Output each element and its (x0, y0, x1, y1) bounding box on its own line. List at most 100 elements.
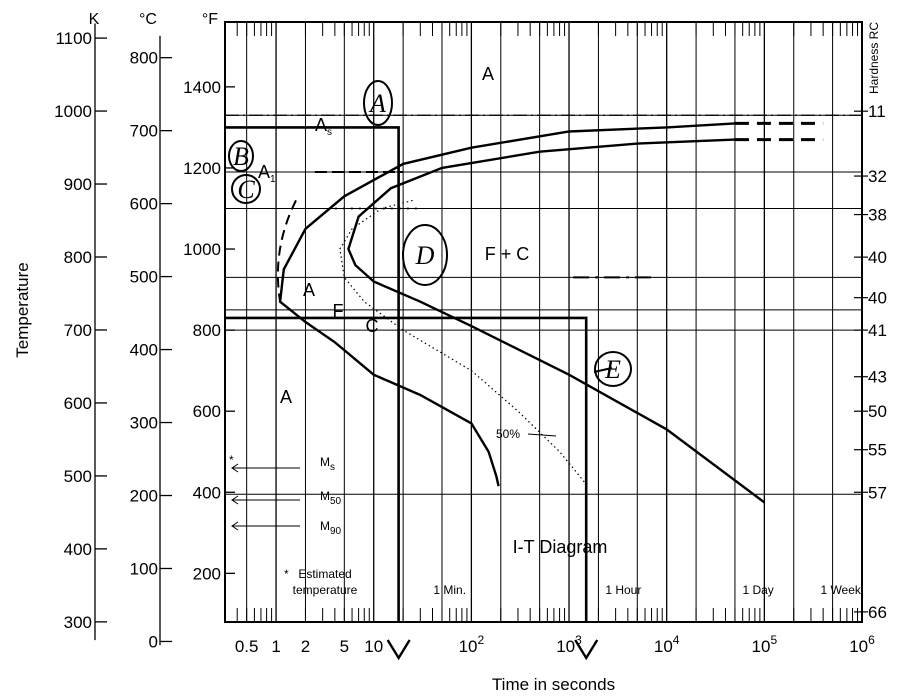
region-ferrite-carbide: F + C (485, 244, 530, 264)
hand-circle (402, 224, 448, 286)
nose-dashed (276, 199, 297, 302)
hardness-label: 40 (868, 289, 887, 308)
a1-label-sub: 1 (270, 174, 276, 185)
hand-label-E: E (604, 355, 621, 384)
estimated-label-2: temperature (293, 583, 358, 597)
m90-label-sub: 90 (330, 526, 342, 537)
fahrenheit-tick-label: 400 (193, 483, 221, 502)
estimated-star: * (284, 567, 289, 581)
kelvin-tick-label: 300 (64, 613, 92, 632)
x-tick-exponent: 4 (673, 633, 680, 647)
kelvin-tick-label: 400 (64, 540, 92, 559)
hardness-label: 41 (868, 321, 887, 340)
hardness-label: 57 (868, 483, 887, 502)
hand-label-D: D (415, 241, 435, 270)
fahrenheit-unit: °F (202, 11, 218, 28)
hardness-label: 43 (868, 368, 887, 387)
cooling-path-1 (225, 316, 588, 622)
hand-label-A: A (368, 89, 386, 118)
plot-frame (224, 21, 863, 623)
time-marker-label: 1 Hour (605, 583, 641, 597)
x-tick-label: 102 (459, 633, 485, 656)
m50-label-sub: 50 (330, 496, 342, 507)
region-lower-austenite: A (280, 387, 292, 407)
transformation-curve-1 (347, 138, 766, 504)
hand-circle (363, 80, 393, 126)
celsius-tick-label: 100 (130, 559, 158, 578)
kelvin-tick-label: 1100 (55, 29, 92, 48)
x-tick-exponent: 5 (770, 633, 777, 647)
hand-circle (228, 140, 254, 172)
fahrenheit-tick-label: 1200 (183, 159, 221, 178)
x-tick-label: 105 (752, 633, 778, 656)
fahrenheit-tick-label: 1000 (183, 240, 221, 259)
cooling-path-arrowhead (574, 639, 599, 661)
cooling-path-0 (225, 126, 400, 622)
fahrenheit-tick-label: 1400 (183, 78, 221, 97)
cooling-path-arrowhead (386, 639, 411, 661)
hand-circle (231, 174, 261, 204)
celsius-tick-label: 300 (130, 414, 158, 433)
curves (276, 121, 824, 504)
x-axis-title: Time in seconds (492, 675, 615, 694)
plot-border (224, 21, 863, 623)
cooling-paths (225, 126, 658, 661)
as-label: As (315, 115, 332, 138)
celsius-tick-label: 600 (130, 195, 158, 214)
kelvin-tick-label: 600 (64, 394, 92, 413)
hand-dot: * (229, 453, 234, 467)
hardness-label: 32 (868, 167, 887, 186)
fahrenheit-tick-label: 200 (193, 564, 221, 583)
hand-label-B: B (233, 142, 249, 171)
m-arrow-head (231, 495, 239, 505)
kelvin-tick-label: 500 (64, 467, 92, 486)
fahrenheit-tick-label: 800 (193, 321, 221, 340)
hardness-label: 66 (868, 603, 887, 622)
hardness-label: 38 (868, 206, 887, 225)
hardness-label: 55 (868, 441, 887, 460)
m50-label: M50 (320, 489, 342, 507)
kelvin-tick-label: 800 (64, 248, 92, 267)
x-tick-label: 106 (849, 633, 875, 656)
celsius-unit: °C (139, 11, 157, 28)
as-label-sub: s (327, 127, 332, 138)
kelvin-tick-label: 1000 (54, 102, 92, 121)
hardness-label: 40 (868, 248, 887, 267)
region-afc-c: C (366, 316, 379, 336)
ms-label-sub: s (330, 462, 335, 473)
x-tick-label: 1 (271, 637, 280, 656)
diagram-title: I-T Diagram (513, 537, 608, 557)
x-tick-label: 0.5 (235, 637, 259, 656)
time-marker-label: 1 Week (820, 583, 861, 597)
kelvin-tick-label: 900 (64, 175, 92, 194)
fahrenheit-tick-label: 600 (193, 402, 221, 421)
celsius-tick-label: 800 (130, 49, 158, 68)
estimated-label-1: Estimated (298, 567, 351, 581)
time-marker-label: 1 Day (742, 583, 773, 597)
hand-label-C: C (237, 175, 255, 204)
region-afc-a: A (303, 280, 315, 300)
x-tick-label: 10 (364, 637, 383, 656)
hardness-label: 50 (868, 402, 887, 421)
celsius-tick-label: 500 (130, 268, 158, 287)
a1-label: A1 (258, 162, 276, 185)
x-tick-label: 5 (340, 637, 349, 656)
x-tick-exponent: 3 (575, 633, 582, 647)
m90-label: M90 (320, 519, 342, 537)
transformation-curve-2 (339, 199, 587, 485)
hand-e-stroke (593, 367, 613, 373)
fifty-percent-label: 50% (496, 427, 520, 441)
region-afc-f: F (333, 301, 344, 321)
hardness-label: 11 (868, 102, 886, 121)
celsius-tick-label: 400 (130, 341, 158, 360)
y-axis-title: Temperature (13, 262, 32, 357)
celsius-tick-label: 200 (130, 487, 158, 506)
kelvin-tick-label: 700 (64, 321, 92, 340)
kelvin-unit: K (89, 11, 100, 28)
m-arrow-head (231, 521, 239, 531)
x-tick-exponent: 2 (477, 633, 484, 647)
hardness-unit: Hardness RC (867, 22, 881, 94)
